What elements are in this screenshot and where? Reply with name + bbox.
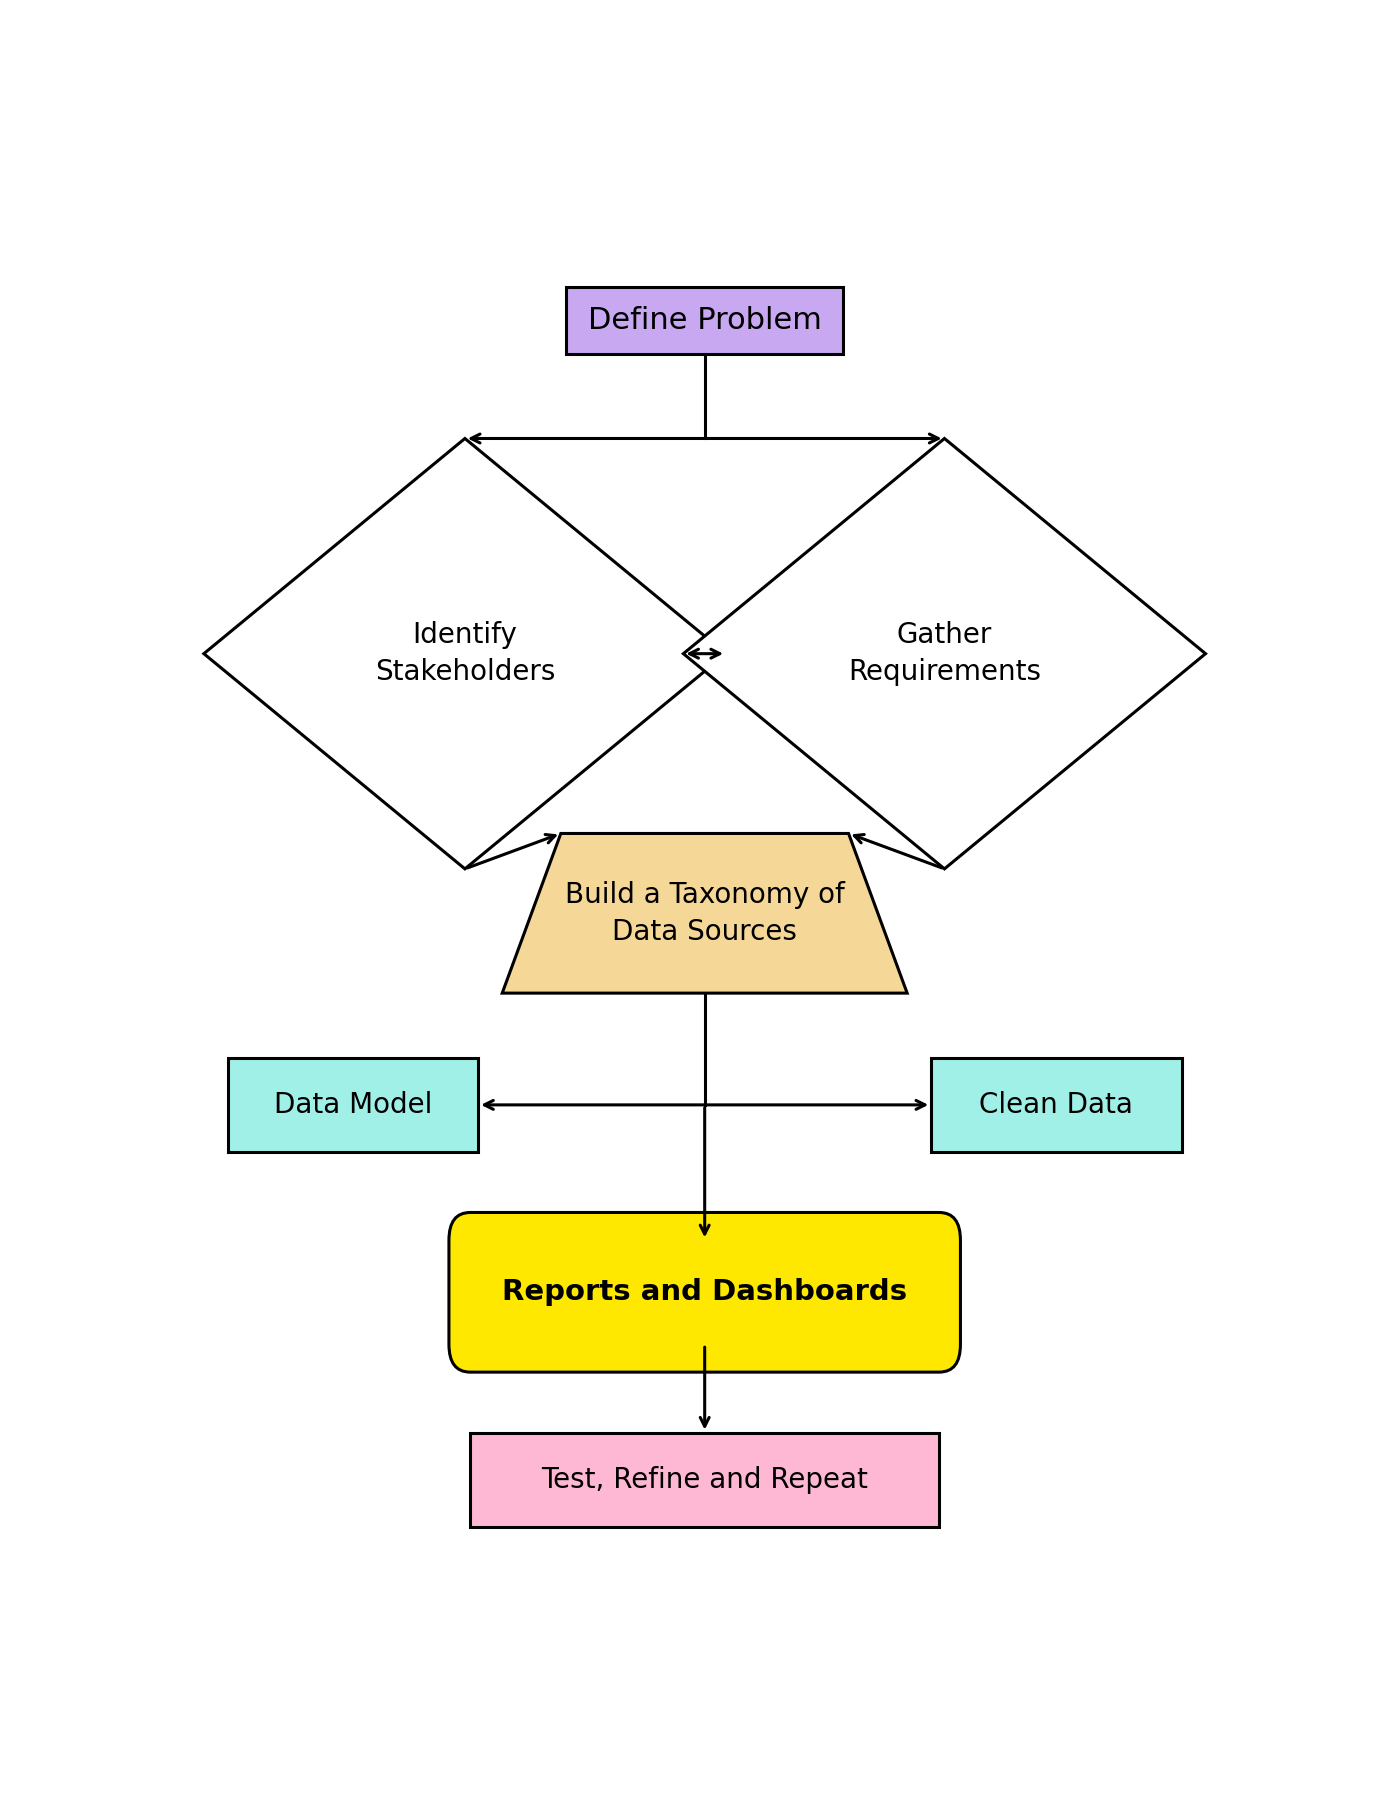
Text: Build a Taxonomy of
Data Sources: Build a Taxonomy of Data Sources bbox=[565, 882, 844, 947]
Polygon shape bbox=[204, 438, 726, 869]
Text: Clean Data: Clean Data bbox=[979, 1091, 1133, 1120]
Bar bbox=[566, 287, 843, 353]
Bar bbox=[228, 1058, 478, 1152]
Bar bbox=[470, 1433, 939, 1527]
FancyBboxPatch shape bbox=[448, 1212, 960, 1372]
Text: Data Model: Data Model bbox=[274, 1091, 432, 1120]
Text: Define Problem: Define Problem bbox=[587, 307, 822, 335]
Text: Test, Refine and Repeat: Test, Refine and Repeat bbox=[542, 1466, 868, 1493]
Text: Reports and Dashboards: Reports and Dashboards bbox=[502, 1278, 908, 1307]
Text: Gather
Requirements: Gather Requirements bbox=[848, 622, 1041, 687]
Text: Identify
Stakeholders: Identify Stakeholders bbox=[375, 622, 556, 687]
Polygon shape bbox=[502, 833, 908, 993]
Polygon shape bbox=[683, 438, 1206, 869]
Bar bbox=[931, 1058, 1181, 1152]
